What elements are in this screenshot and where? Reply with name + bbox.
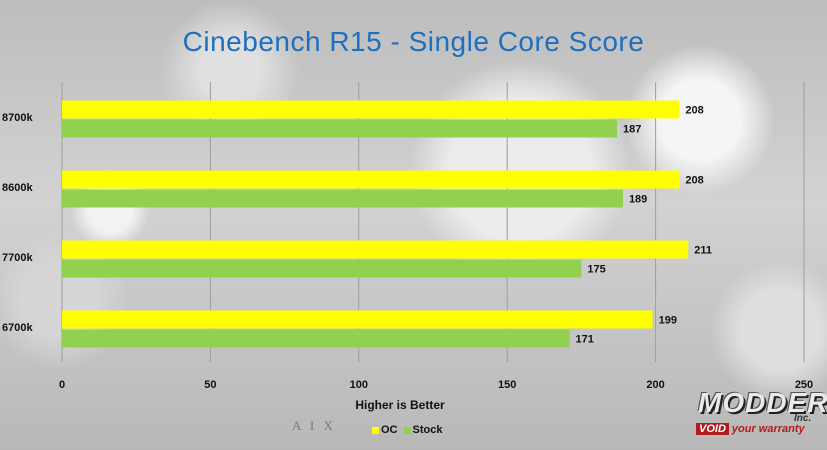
bars	[62, 100, 689, 348]
bar-oc	[62, 100, 680, 119]
x-tick-label: 150	[498, 379, 516, 391]
watermark-text: A I X	[292, 411, 482, 441]
y-tick-label: 6700k	[2, 322, 33, 334]
data-label: 171	[576, 334, 594, 346]
logo-main-text: MODDERS	[698, 387, 827, 418]
x-tick-label: 50	[204, 379, 216, 391]
legend-item-stock: Stock	[403, 424, 443, 436]
legend-label-stock: Stock	[412, 424, 443, 436]
x-tick-label: 100	[350, 379, 368, 391]
x-axis-label: Higher is Better	[355, 398, 445, 412]
data-label: 175	[587, 264, 605, 276]
logo-inc-text: Inc.	[794, 413, 812, 424]
y-tick-label: 8700k	[2, 112, 33, 124]
watermark-left: A I X	[292, 418, 336, 433]
data-label: 208	[685, 175, 703, 187]
modders-inc-logo: MODDERS Inc. VOID your warranty	[690, 385, 827, 445]
x-tick-label: 250	[795, 379, 813, 391]
logo-void-text: VOID	[696, 423, 729, 435]
legend-swatch-oc	[372, 426, 379, 434]
bar-stock	[62, 189, 623, 208]
y-tick-label: 7700k	[2, 252, 33, 264]
logo-warranty-text: your warranty	[731, 423, 805, 435]
legend: OC Stock	[372, 423, 442, 437]
data-label: 187	[623, 124, 641, 136]
data-label: 208	[685, 105, 703, 117]
data-label: 189	[629, 194, 647, 206]
data-label: 199	[659, 315, 677, 327]
legend-swatch-stock	[403, 426, 411, 434]
legend-label-oc: OC	[381, 424, 398, 436]
bar-oc	[62, 240, 689, 259]
bar-stock	[62, 119, 618, 138]
x-tick-label: 200	[646, 379, 664, 391]
tick-labels: 0 50 100 150 200 250 8700k 8600k 7700k 6700k	[2, 112, 813, 391]
chart-title: Cinebench R15 - Single Core Score	[182, 26, 645, 57]
y-tick-label: 8600k	[2, 182, 33, 194]
data-labels: 208 187 208 189 211 175 199 171	[576, 105, 712, 346]
data-label: 211	[694, 245, 712, 257]
bar-stock	[62, 259, 582, 278]
x-tick-label: 0	[59, 379, 65, 391]
bar-oc	[62, 310, 653, 329]
logo-tagline: VOID your warranty	[696, 423, 805, 435]
bar-oc	[62, 170, 680, 189]
legend-item-oc: OC	[372, 424, 398, 436]
bar-stock	[62, 329, 570, 348]
